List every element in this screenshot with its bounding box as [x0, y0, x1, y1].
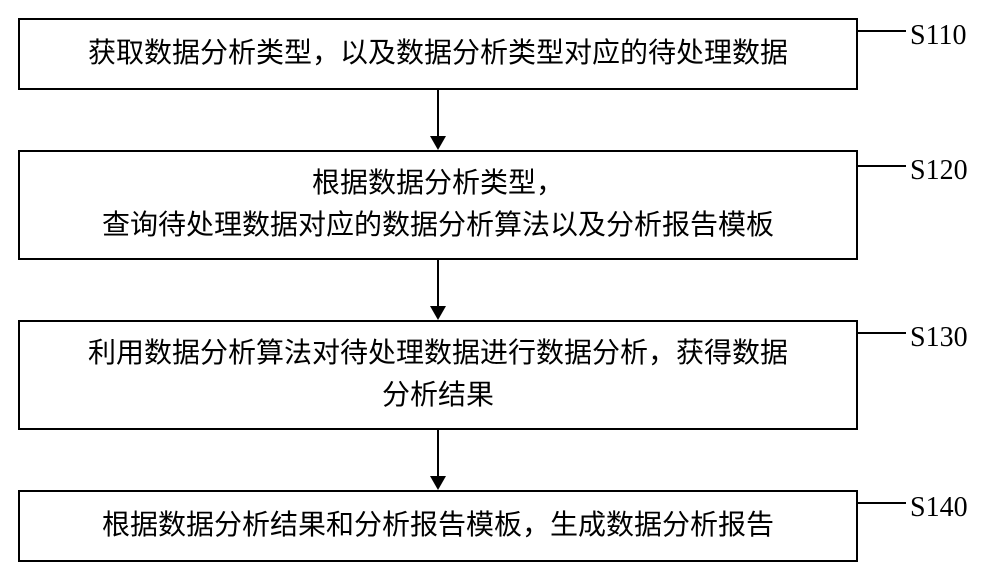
flowchart-canvas: 获取数据分析类型，以及数据分析类型对应的待处理数据 S110 根据数据分析类型，…: [0, 0, 1000, 575]
arrow-line-1: [437, 90, 439, 136]
arrow-head-1: [430, 136, 446, 150]
step-label-s110: S110: [910, 20, 967, 52]
label-tick-s110: [858, 30, 906, 32]
step-label-s120: S120: [910, 155, 968, 187]
step-label-s140: S140: [910, 492, 968, 524]
flow-node-s120: 根据数据分析类型， 查询待处理数据对应的数据分析算法以及分析报告模板: [18, 150, 858, 260]
arrow-line-2: [437, 260, 439, 306]
flow-node-s130: 利用数据分析算法对待处理数据进行数据分析，获得数据 分析结果: [18, 320, 858, 430]
flow-node-text: 根据数据分析类型， 查询待处理数据对应的数据分析算法以及分析报告模板: [102, 163, 774, 247]
step-label-s130: S130: [910, 322, 968, 354]
flow-node-text: 利用数据分析算法对待处理数据进行数据分析，获得数据 分析结果: [88, 333, 788, 417]
flow-node-s140: 根据数据分析结果和分析报告模板，生成数据分析报告: [18, 490, 858, 562]
flow-node-text: 获取数据分析类型，以及数据分析类型对应的待处理数据: [88, 33, 788, 75]
flow-node-text: 根据数据分析结果和分析报告模板，生成数据分析报告: [102, 505, 774, 547]
arrow-head-2: [430, 306, 446, 320]
flow-node-s110: 获取数据分析类型，以及数据分析类型对应的待处理数据: [18, 18, 858, 90]
label-tick-s140: [858, 502, 906, 504]
label-tick-s130: [858, 332, 906, 334]
arrow-head-3: [430, 476, 446, 490]
label-tick-s120: [858, 165, 906, 167]
arrow-line-3: [437, 430, 439, 476]
